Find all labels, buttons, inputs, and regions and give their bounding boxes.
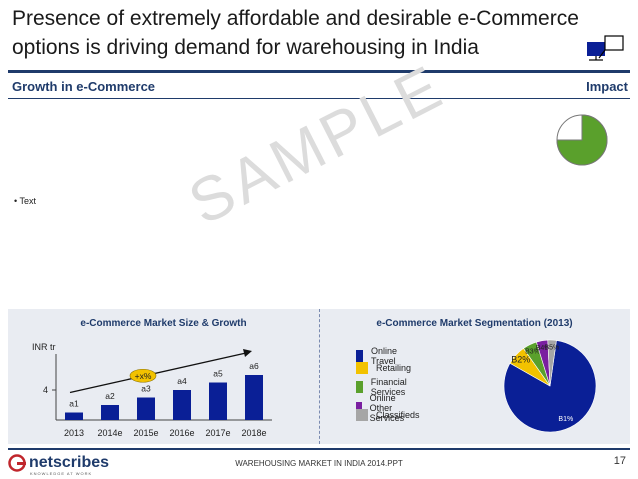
- legend-swatch: [356, 362, 368, 374]
- pie-slice-label: B1%: [558, 416, 573, 423]
- impact-gauge: [556, 114, 608, 166]
- segmentation-title: e-Commerce Market Segmentation (2013): [376, 318, 573, 329]
- bar-data-label: a2: [105, 391, 115, 401]
- page-number: 17: [613, 455, 626, 467]
- y-tick-label: 4: [43, 385, 48, 395]
- pie-slice-label: B2%: [511, 354, 530, 364]
- pie-slice-label: B3%: [525, 348, 540, 355]
- x-tick-label: 2016e: [169, 428, 194, 438]
- pie-slice: [547, 339, 557, 387]
- document-name: WAREHOUSING MARKET IN INDIA 2014.PPT: [235, 459, 403, 468]
- bar: [245, 375, 263, 420]
- growth-section-heading: Growth in e-Commerce: [12, 79, 156, 94]
- bar: [101, 405, 119, 420]
- pie-slice-label: B5%: [544, 344, 559, 351]
- title-line-1: Presence of extremely affordable and des…: [12, 7, 579, 30]
- legend-swatch: [356, 402, 362, 414]
- netscribes-logo: netscribes KNOWLEDGE AT WORK: [8, 454, 110, 476]
- x-tick-label: 2015e: [133, 428, 158, 438]
- bar-data-label: a4: [177, 376, 187, 386]
- x-tick-label: 2017e: [205, 428, 230, 438]
- panel-divider: [319, 309, 320, 444]
- legend-item-retailing: Retailing: [356, 362, 411, 374]
- impact-section-heading: Impact: [586, 79, 628, 94]
- growth-arrow-head: [243, 349, 252, 357]
- legend-item-online-travel: Online Travel: [356, 346, 402, 366]
- bar: [209, 382, 227, 420]
- title-line-2: options is driving demand for warehousin…: [12, 36, 479, 59]
- legend-swatch: [356, 350, 364, 362]
- market-size-chart: INR tr 4 a1 2013 a2 2014e a3 2015e a4 2016e a5 2017…: [32, 342, 272, 438]
- header-rule: [8, 70, 630, 73]
- legend-label: Retailing: [376, 363, 412, 373]
- legend-swatch: [356, 381, 363, 393]
- growth-annotation-badge: [129, 368, 157, 383]
- bar: [137, 397, 155, 420]
- bar-data-label: a3: [141, 384, 151, 394]
- bar-data-label: a1: [69, 399, 79, 409]
- pie-slice-label: B4%: [536, 345, 551, 352]
- x-tick-label: 2014e: [97, 428, 122, 438]
- x-tick-label: 2018e: [241, 428, 266, 438]
- body-bullet: • Text: [14, 196, 36, 206]
- impact-gauge-fill: [556, 114, 608, 166]
- logo-mark-icon: [8, 454, 26, 472]
- legend-label: Financial Services: [370, 377, 407, 397]
- legend-swatch: [356, 409, 368, 421]
- pie-slice: [503, 340, 597, 433]
- legend-label: Classifieds: [376, 410, 420, 420]
- legend-item-online-other-services: Online Other Services: [356, 393, 411, 423]
- growth-arrow-line: [69, 352, 247, 394]
- bar: [65, 412, 83, 420]
- sample-watermark: SAMPLE: [178, 51, 456, 239]
- presentation-icon: [587, 35, 624, 61]
- market-size-title: e-Commerce Market Size & Growth: [80, 318, 247, 329]
- segmentation-pie-chart: B1% B2%B3%B4%B5%: [503, 339, 597, 433]
- bar-data-label: a5: [213, 369, 223, 379]
- legend-label: Online Travel: [371, 346, 398, 366]
- logo-text: netscribes: [29, 454, 110, 471]
- growth-annotation-text: +x%: [135, 371, 152, 381]
- legend-item-classifieds: Classifieds: [356, 409, 420, 421]
- y-axis-label: INR tr: [32, 342, 56, 352]
- footer-rule: [8, 448, 630, 450]
- legend-item-financial-services: Financial Services: [356, 377, 412, 397]
- logo-tagline: KNOWLEDGE AT WORK: [30, 471, 93, 476]
- section-rule: [8, 98, 630, 99]
- bar: [173, 390, 191, 420]
- bar-data-label: a6: [249, 361, 259, 371]
- legend-label: Online Other Services: [369, 393, 405, 423]
- page-title: Presence of extremely affordable and des…: [12, 4, 582, 62]
- x-tick-label: 2013: [64, 428, 84, 438]
